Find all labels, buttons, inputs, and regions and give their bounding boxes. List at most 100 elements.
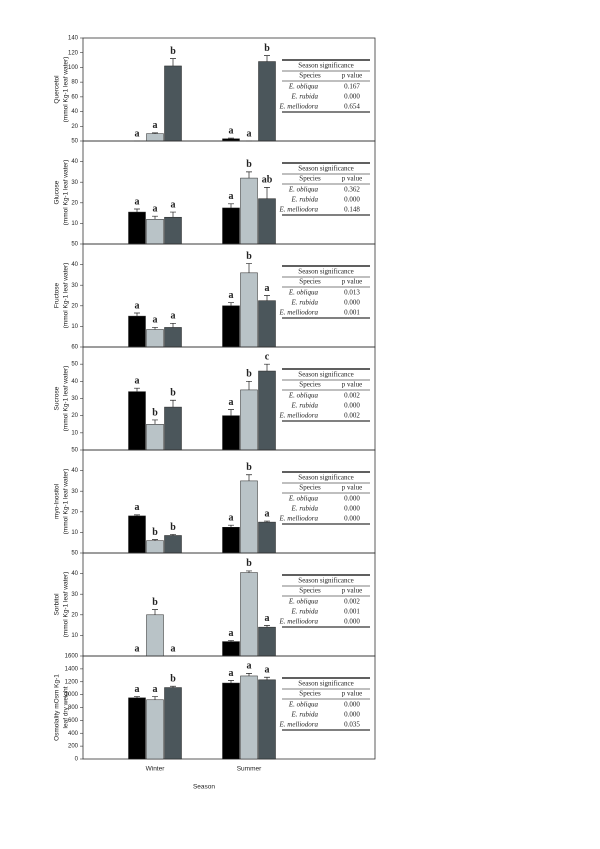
- bar: [164, 535, 182, 554]
- significance-letter: b: [246, 159, 252, 170]
- y-tick-label: 800: [68, 705, 79, 711]
- y-tick-label: 80: [71, 80, 78, 86]
- table-species: E. obliqua: [288, 289, 319, 297]
- bar: [164, 216, 182, 245]
- table-value: 0.000: [344, 196, 360, 204]
- significance-letter: a: [229, 628, 234, 639]
- bar: [240, 675, 258, 760]
- table-species: E. rubida: [291, 196, 319, 204]
- bar: [222, 415, 240, 451]
- error-bar: [246, 474, 252, 481]
- table-species: E. obliqua: [288, 495, 319, 503]
- y-axis-label: Glucose: [54, 180, 61, 204]
- error-bar: [264, 676, 270, 680]
- y-tick-label: 10: [71, 530, 78, 536]
- table-header: p value: [342, 381, 362, 389]
- bar: [146, 424, 164, 451]
- table-species: E. melliodora: [279, 103, 319, 111]
- table-species: E. melliodora: [279, 412, 319, 420]
- y-tick-label: 40: [71, 468, 78, 474]
- significance-letter: a: [135, 375, 140, 386]
- y-axis-label: (mmol Kg-1 leaf water): [63, 572, 70, 638]
- bar: [258, 61, 276, 142]
- table-species: E. rubida: [291, 608, 319, 616]
- significance-letter: a: [265, 283, 270, 294]
- y-tick-label: 50: [71, 139, 78, 145]
- bar: [258, 679, 276, 760]
- error-bar: [228, 137, 234, 139]
- significance-letter: a: [229, 125, 234, 136]
- y-tick-label: 50: [71, 242, 78, 248]
- significance-letter: b: [246, 462, 252, 473]
- y-tick-label: 50: [71, 551, 78, 557]
- significance-letter: a: [135, 643, 140, 654]
- bar: [240, 272, 258, 348]
- bar: [222, 641, 240, 657]
- y-axis-label: (mmol Kg-1 leaf water): [63, 57, 70, 123]
- x-axis-label: Season: [193, 784, 215, 791]
- bar: [222, 682, 240, 760]
- y-axis-label: Quercetol: [54, 75, 61, 104]
- error-bar: [152, 132, 158, 134]
- significance-letter: b: [170, 522, 176, 533]
- table-value: 0.035: [344, 721, 360, 729]
- bar: [258, 370, 276, 451]
- table-value: 0.002: [344, 392, 360, 400]
- error-bar: [134, 312, 140, 317]
- error-bar: [264, 520, 270, 523]
- y-tick-label: 0: [75, 757, 79, 763]
- table-header: Species: [299, 278, 321, 286]
- error-bar: [228, 680, 234, 684]
- y-tick-label: 30: [71, 283, 78, 289]
- y-tick-label: 400: [68, 731, 79, 737]
- y-tick-label: 20: [71, 612, 78, 618]
- significance-letter: ab: [262, 175, 273, 186]
- table-value: 0.000: [344, 495, 360, 503]
- bar: [240, 177, 258, 245]
- y-tick-label: 40: [71, 159, 78, 165]
- table-species: E. melliodora: [279, 618, 319, 626]
- error-bar: [264, 187, 270, 199]
- table-header: Species: [299, 484, 321, 492]
- y-axis-label: leaf dry weight: [63, 686, 70, 728]
- significance-letter: a: [265, 665, 270, 676]
- table-title: Season significance: [298, 474, 353, 482]
- y-tick-label: 50: [71, 448, 78, 454]
- table-title: Season significance: [298, 62, 353, 70]
- bar: [146, 219, 164, 245]
- y-tick-label: 50: [71, 362, 78, 368]
- error-bar: [170, 399, 176, 408]
- y-tick-label: 10: [71, 633, 78, 639]
- significance-letter: a: [135, 502, 140, 513]
- error-bar: [246, 171, 252, 179]
- table-species: E. obliqua: [288, 392, 319, 400]
- y-axis-label: myo-Inositol: [54, 483, 61, 519]
- table-value: 0.000: [344, 515, 360, 523]
- bar: [222, 207, 240, 245]
- significance-letter: b: [170, 674, 176, 685]
- table-species: E. rubida: [291, 505, 319, 513]
- y-tick-label: 100: [68, 65, 79, 71]
- y-tick-label: 30: [71, 180, 78, 186]
- table-value: 0.013: [344, 289, 360, 297]
- y-tick-label: 1000: [65, 692, 79, 698]
- significance-letter: c: [265, 351, 270, 362]
- y-tick-label: 20: [71, 200, 78, 206]
- significance-letter: a: [229, 191, 234, 202]
- table-value: 0.000: [344, 711, 360, 719]
- bar: [128, 315, 146, 348]
- error-bar: [152, 419, 158, 425]
- y-tick-label: 20: [71, 124, 78, 130]
- table-header: p value: [342, 72, 362, 80]
- error-bar: [152, 539, 158, 541]
- significance-letter: a: [135, 300, 140, 311]
- table-species: E. melliodora: [279, 309, 319, 317]
- table-value: 0.000: [344, 701, 360, 709]
- error-bar: [170, 534, 176, 536]
- significance-letter: b: [246, 558, 252, 569]
- significance-letter: a: [135, 196, 140, 207]
- y-tick-label: 60: [71, 94, 78, 100]
- x-tick-label: Winter: [146, 766, 166, 773]
- table-value: 0.001: [344, 608, 360, 616]
- error-bar: [134, 514, 140, 516]
